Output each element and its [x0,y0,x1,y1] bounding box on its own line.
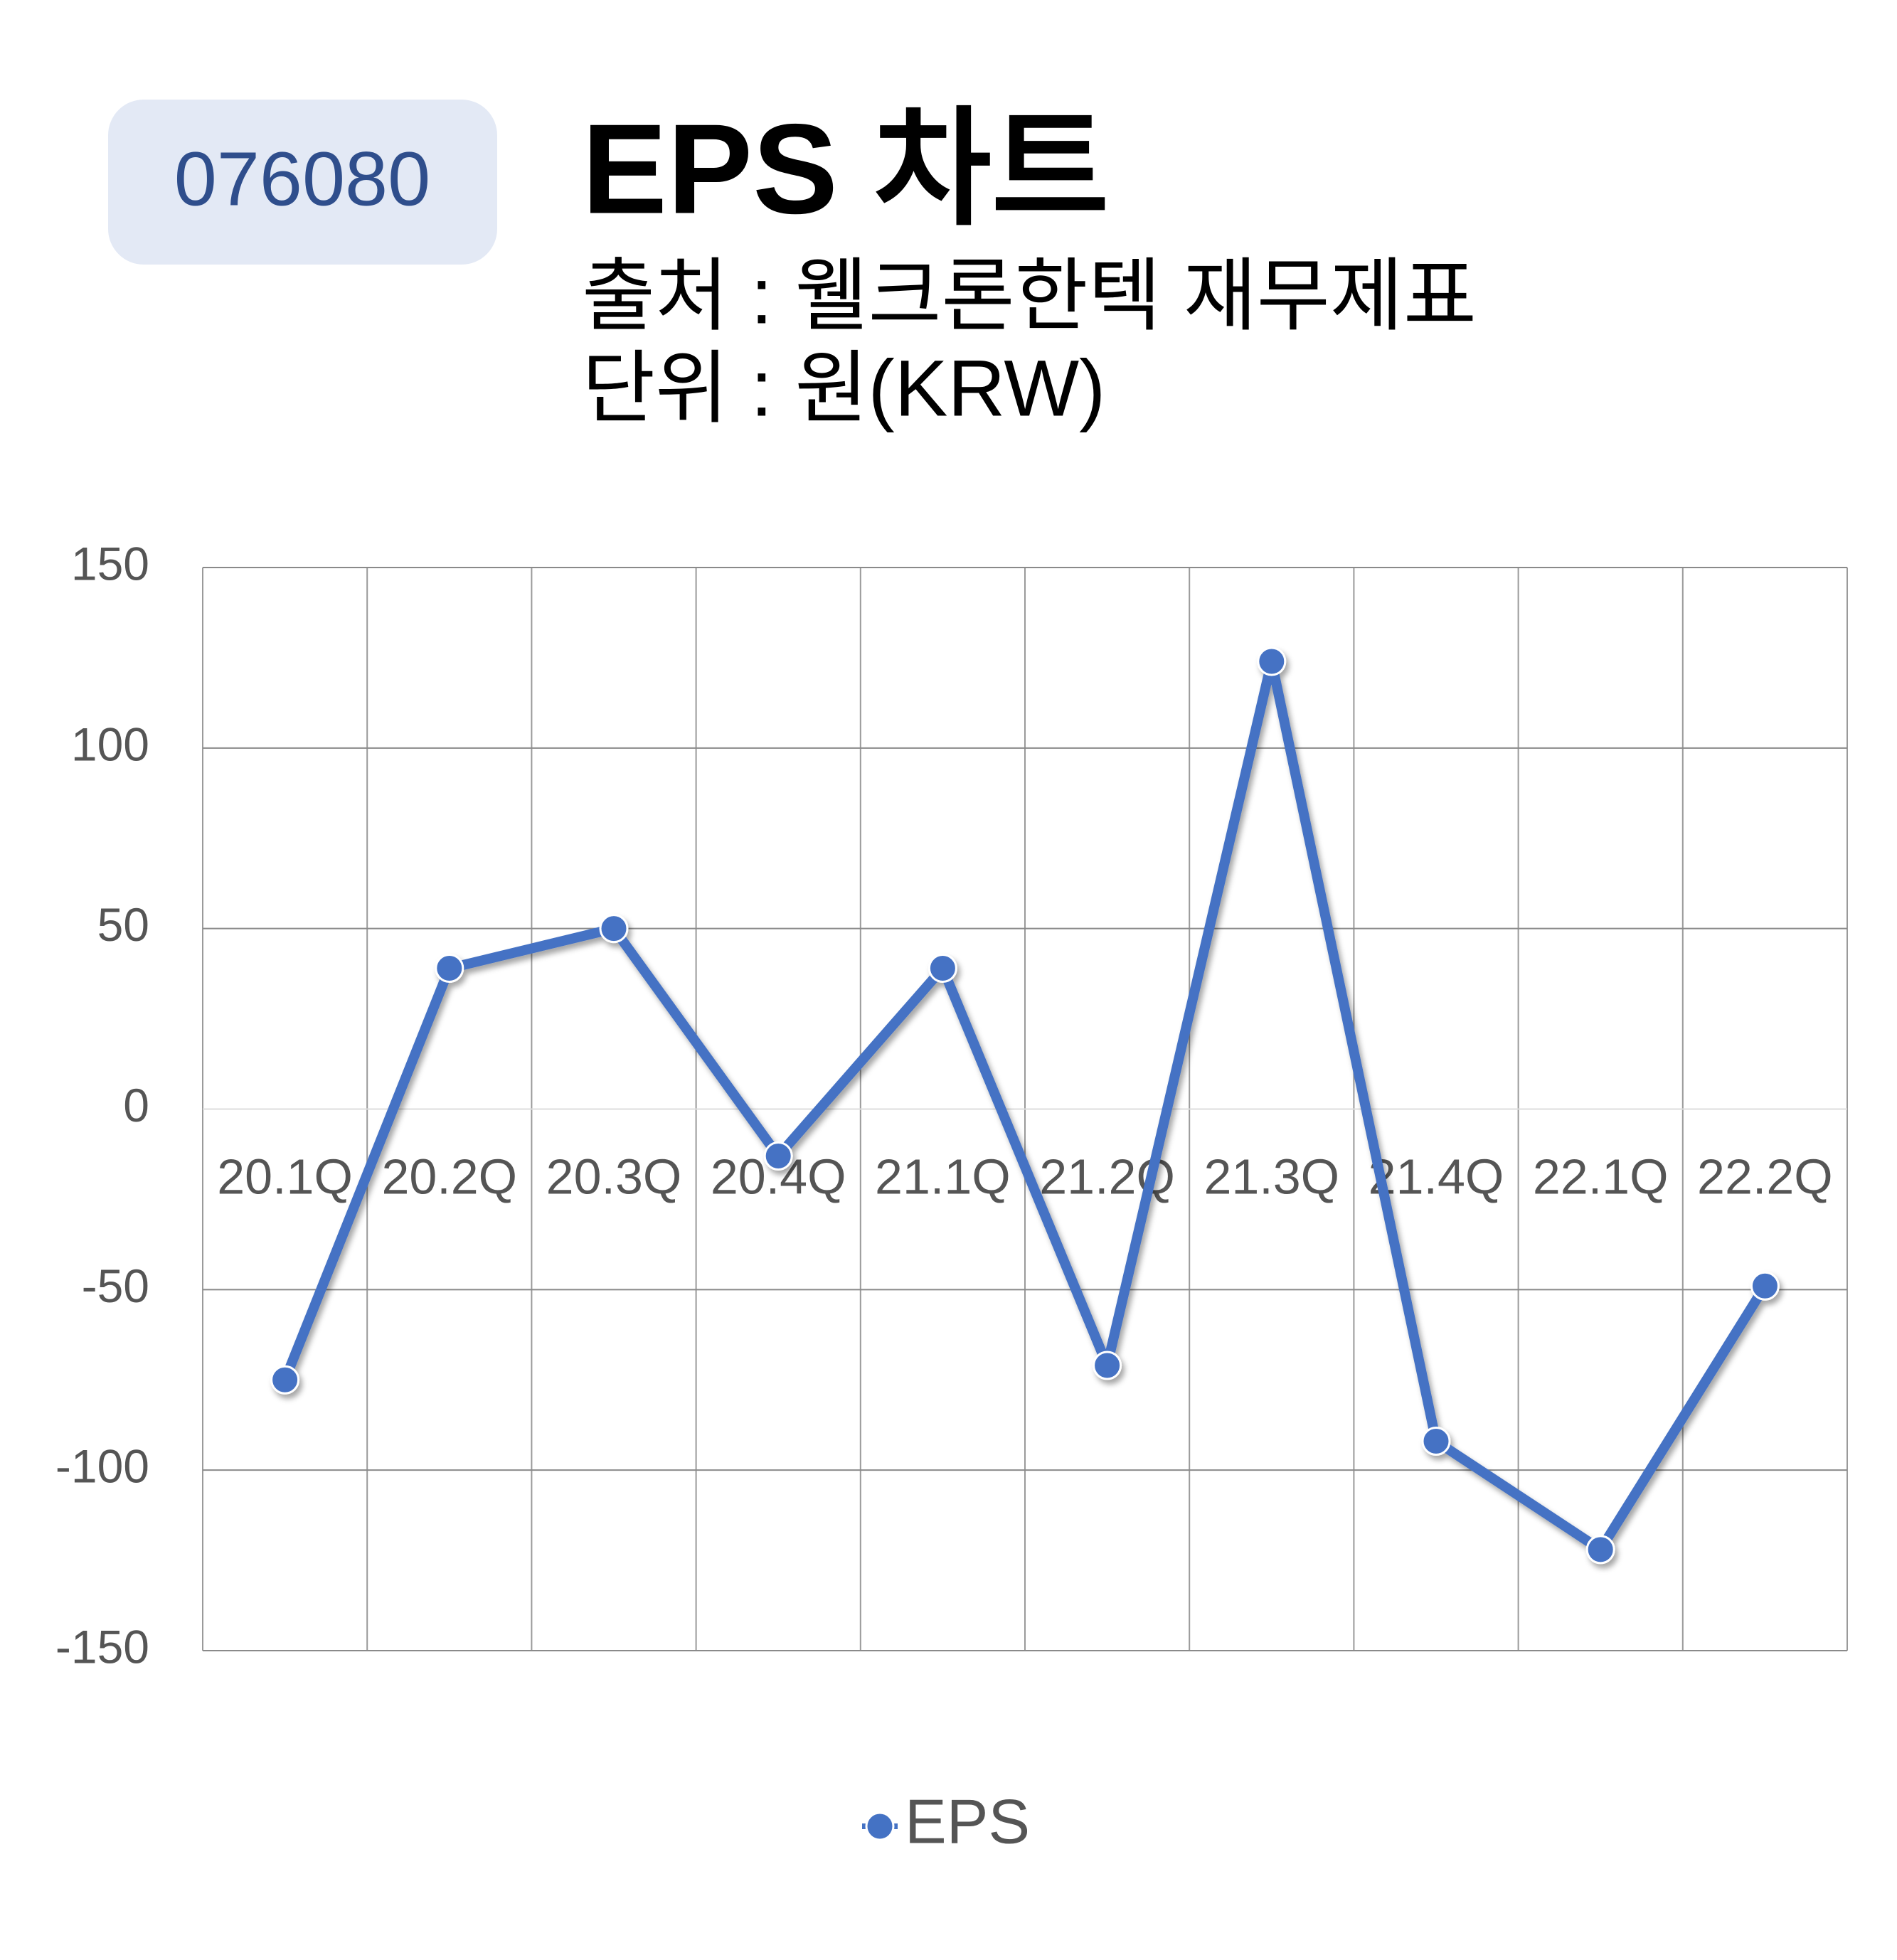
point [1421,1427,1451,1456]
legend-label: EPS [905,1786,1030,1856]
line [280,656,1770,1555]
y-tick-label: -100 [55,1440,149,1493]
point [928,954,957,984]
y-tick-label: 150 [71,537,149,590]
point [763,1141,793,1171]
stock-code: 076080 [174,136,430,222]
y-tick-label: -150 [55,1620,149,1673]
x-tick-label: 21.4Q [1369,1149,1504,1204]
point [435,954,464,984]
x-tick-label: 21.3Q [1203,1149,1339,1204]
y-tick-label: 50 [97,898,149,951]
point [1093,1351,1122,1380]
x-tick-label: 20.3Q [546,1149,682,1204]
code-badge [108,100,497,265]
chart-title: EPS 차트 [582,98,1109,241]
point [1750,1271,1780,1301]
y-tick-label: 0 [123,1079,149,1131]
legend-marker [865,1811,895,1841]
x-tick-label: 22.1Q [1533,1149,1669,1204]
point [599,914,629,944]
subtitle: 출처 : 웰크론한텍 재무제표 [582,252,1477,341]
point [1257,646,1287,676]
y-tick-label: 100 [71,718,149,770]
point [1585,1535,1615,1565]
y-tick-label: -50 [82,1259,149,1312]
point [270,1365,300,1395]
x-tick-label: 20.1Q [217,1149,353,1204]
subtitle: 단위 : 원(KRW) [582,344,1105,433]
x-tick-label: 20.2Q [381,1149,517,1204]
x-tick-label: 21.1Q [875,1149,1011,1204]
series [270,646,1780,1565]
x-tick-label: 22.2Q [1697,1149,1833,1204]
